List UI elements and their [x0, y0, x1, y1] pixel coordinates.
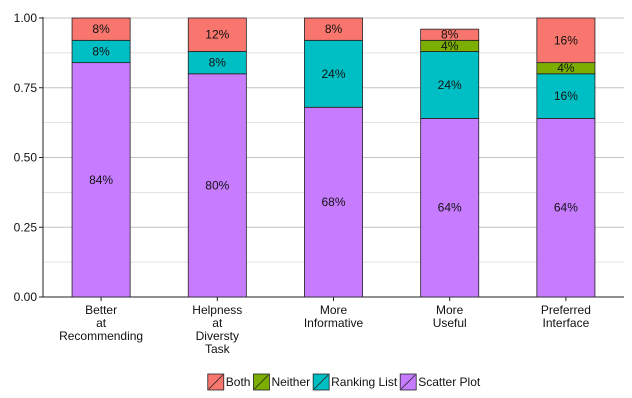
data-label: 84%: [89, 173, 113, 187]
bar-segment-both: [71, 17, 131, 41]
x-tick-label: More: [320, 303, 348, 317]
bar-segment-ranking-list: [536, 73, 596, 119]
y-tick-label: 0.25: [14, 220, 38, 234]
y-tick-label: 0.00: [14, 290, 38, 304]
legend-label: Ranking List: [331, 375, 398, 389]
x-tick-label: Preferred: [541, 303, 591, 317]
bar-segment-ranking-list: [304, 39, 363, 108]
bar-segment-scatter-plot: [420, 118, 480, 298]
data-label: 64%: [554, 201, 578, 215]
legend-swatch-diagonal: [313, 374, 329, 390]
x-tick-label: at: [212, 316, 223, 330]
bar-segment-ranking-list: [420, 51, 480, 119]
data-label: 4%: [441, 39, 459, 53]
x-tick-label: Useful: [433, 316, 467, 330]
data-label: 68%: [321, 195, 345, 209]
bar-segment-both: [536, 17, 596, 64]
data-label: 80%: [205, 178, 229, 192]
legend-label: Both: [226, 375, 251, 389]
bar-segment-both: [420, 28, 480, 41]
bar-segment-scatter-plot: [71, 62, 131, 298]
data-label: 12%: [205, 28, 229, 42]
data-label: 8%: [92, 44, 110, 58]
x-tick-label: Recommending: [59, 329, 143, 343]
data-label: 8%: [325, 22, 343, 36]
data-label: 24%: [438, 78, 462, 92]
x-tick-label: Task: [205, 342, 231, 356]
legend-swatch-diagonal: [254, 374, 269, 390]
x-tick-label: Interface: [543, 316, 590, 330]
legend-swatch-diagonal: [400, 374, 416, 390]
bar-segment-both: [304, 17, 363, 41]
x-tick-label: More: [436, 303, 464, 317]
x-tick-label: Informative: [304, 316, 364, 330]
data-label: 16%: [554, 89, 578, 103]
x-tick-label: Diversty: [196, 329, 239, 343]
legend-label: Scatter Plot: [418, 375, 481, 389]
legend-swatch-diagonal: [208, 374, 224, 390]
data-label: 16%: [554, 33, 578, 47]
data-label: 8%: [92, 22, 110, 36]
data-label: 8%: [441, 28, 459, 42]
data-label: 4%: [557, 61, 575, 75]
y-tick-label: 1.00: [14, 11, 38, 25]
x-tick-label: Better: [85, 303, 117, 317]
y-tick-label: 0.50: [14, 151, 38, 165]
legend-label: Neither: [271, 375, 310, 389]
x-tick-label: Helpness: [192, 303, 242, 317]
bar-segment-both: [187, 17, 247, 52]
bar-segment-scatter-plot: [187, 73, 247, 298]
x-tick-label: at: [96, 316, 107, 330]
data-label: 8%: [209, 56, 227, 70]
bar-segment-scatter-plot: [304, 106, 363, 298]
data-label: 64%: [438, 201, 462, 215]
y-tick-label: 0.75: [14, 81, 38, 95]
data-label: 24%: [321, 67, 345, 81]
